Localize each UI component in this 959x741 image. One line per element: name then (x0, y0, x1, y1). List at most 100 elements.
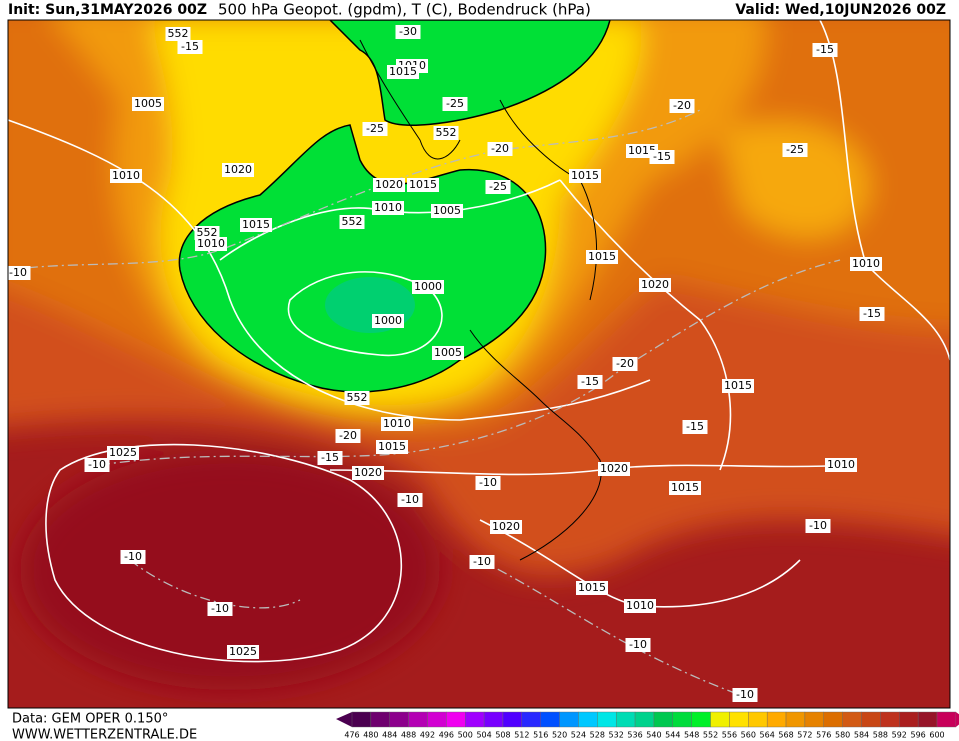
label-box (598, 462, 630, 476)
contour-label: 1020 (375, 178, 403, 191)
colorbar-label: 592 (892, 731, 907, 740)
contour-label: -20 (491, 142, 509, 155)
colorbar-label: 560 (741, 731, 756, 740)
label-box (850, 257, 882, 271)
label-box (165, 27, 191, 41)
label-box (227, 645, 259, 659)
contour-label: 1000 (374, 314, 402, 327)
label-box (107, 446, 139, 460)
label-box (442, 97, 468, 111)
colorbar-label: 568 (778, 731, 793, 740)
colorbar-box (446, 711, 466, 728)
label-box (490, 520, 522, 534)
field-566 (720, 122, 870, 238)
colorbar-box (502, 711, 523, 728)
contour-label: -10 (9, 266, 27, 279)
contour-label: -25 (786, 143, 804, 156)
colorbar-arrow-right (955, 712, 959, 727)
contour-label: 1020 (641, 278, 669, 291)
contour-label: -15 (321, 451, 339, 464)
contour-label: 1015 (588, 250, 616, 263)
colorbar-label: 500 (458, 731, 473, 740)
label-box (805, 519, 831, 533)
colorbar-label: 584 (854, 731, 869, 740)
colorbar-label: 544 (665, 731, 680, 740)
label-box (335, 429, 361, 443)
contour-label: -15 (816, 43, 834, 56)
colorbar-box (483, 711, 504, 728)
contour-label: 1015 (578, 581, 606, 594)
map-frame (7, 19, 951, 709)
colorbar-box (559, 711, 579, 728)
colorbar-label: 508 (495, 731, 510, 740)
colorbar-label: 588 (873, 731, 888, 740)
contour-label: -15 (686, 420, 704, 433)
label-box (669, 481, 701, 495)
colorbar-box (748, 711, 768, 728)
colorbar-box (861, 711, 881, 728)
contour-label: -20 (673, 99, 691, 112)
isobar (559, 179, 732, 471)
contour-label: 1020 (354, 466, 382, 479)
colorbar-label: 572 (797, 731, 812, 740)
contour-label: 1015 (409, 178, 437, 191)
contour-label: 1010 (626, 599, 654, 612)
contour-label: 552 (197, 226, 218, 239)
contour-label: -15 (581, 375, 599, 388)
label-box (782, 143, 808, 157)
label-box (207, 602, 233, 616)
colorbar-box (823, 711, 843, 728)
colorbar-box (936, 711, 957, 728)
label-box (362, 122, 388, 136)
label-box (317, 451, 343, 465)
colorbar-box (597, 711, 617, 728)
colorbar-label: 600 (929, 731, 944, 740)
label-box (432, 346, 464, 360)
contour-label: 1010 (112, 169, 140, 182)
colorbar-box (465, 711, 485, 728)
label-box (344, 391, 370, 405)
field-green-south (178, 124, 547, 393)
contour-label: 1015 (571, 169, 599, 182)
label-box (475, 476, 501, 490)
colorbar-label: 596 (910, 731, 925, 740)
contour-label: 1025 (109, 446, 137, 459)
colorbar-label: 484 (382, 731, 397, 740)
contour-label: -10 (479, 476, 497, 489)
contour-label: 1020 (224, 163, 252, 176)
label-box (376, 440, 408, 454)
contour-label: 1005 (433, 204, 461, 217)
contour-label: 552 (342, 215, 363, 228)
label-box (649, 150, 675, 164)
colorbar-box (370, 711, 390, 728)
colorbar-label: 576 (816, 731, 831, 740)
label-box (412, 280, 444, 294)
label-box (487, 142, 513, 156)
contour-label: 552 (168, 27, 189, 40)
colorbar-box (710, 711, 730, 728)
colorbar-label: 524 (571, 731, 586, 740)
colorbar-label: 480 (363, 731, 378, 740)
contour-label: 1015 (671, 481, 699, 494)
data-source: Data: GEM OPER 0.150° (12, 712, 168, 727)
colorbar-box (653, 711, 674, 728)
label-box (569, 169, 601, 183)
contour-label: -30 (399, 25, 417, 38)
colorbar-box (615, 711, 636, 728)
contour-label: -10 (401, 493, 419, 506)
colorbar-box (785, 711, 806, 728)
label-box (387, 65, 419, 79)
contour-label: 1015 (378, 440, 406, 453)
contour-label: 1010 (852, 257, 880, 270)
colorbar-label: 496 (439, 731, 454, 740)
contour-label: -25 (366, 122, 384, 135)
colorbar-box (634, 711, 655, 728)
contour-label: -10 (629, 638, 647, 651)
contour-label: 1010 (374, 201, 402, 214)
label-box (586, 250, 618, 264)
contour-label: 1010 (197, 237, 225, 250)
label-box (433, 126, 459, 140)
label-box (825, 458, 857, 472)
colorbar-box (408, 711, 428, 728)
